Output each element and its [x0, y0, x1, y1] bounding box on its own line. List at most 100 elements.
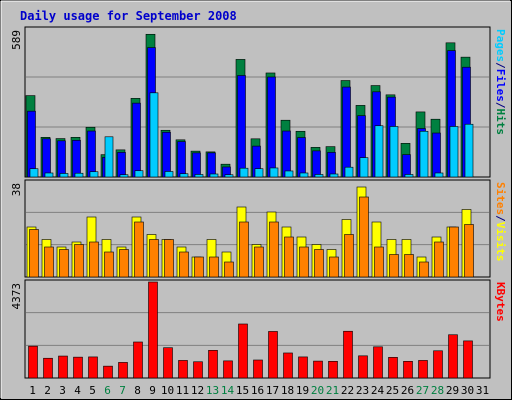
bar-pages-day-28 — [434, 172, 444, 178]
bar-kbytes-day-19 — [298, 356, 308, 379]
bar-pages-day-15 — [239, 167, 249, 178]
panel-top-max-label: 589 — [10, 30, 23, 50]
bar-sites-day-5 — [89, 241, 99, 278]
series-sites — [29, 196, 474, 278]
bar-files-day-5 — [87, 130, 96, 178]
bar-pages-day-4 — [74, 172, 84, 178]
bar-files-day-21 — [327, 152, 336, 178]
bar-kbytes-day-16 — [253, 359, 263, 379]
bar-kbytes-day-26 — [403, 361, 413, 379]
bar-sites-day-14 — [224, 261, 234, 278]
bar-kbytes-day-9 — [148, 281, 158, 379]
bar-kbytes-day-17 — [268, 331, 278, 379]
legend-bot-0: KBytes — [494, 282, 507, 322]
legend-mid-2: Visits — [494, 222, 507, 262]
bar-sites-day-9 — [149, 239, 159, 278]
legend-top-4: Hits — [494, 109, 507, 136]
bar-sites-day-8 — [134, 221, 144, 278]
bar-pages-day-30 — [464, 123, 474, 178]
bar-kbytes-day-4 — [73, 356, 83, 379]
bar-pages-day-16 — [254, 168, 264, 178]
bar-pages-day-24 — [374, 125, 384, 178]
bar-sites-day-10 — [164, 239, 174, 278]
x-tick-label-7: 7 — [119, 384, 126, 397]
bar-files-day-2 — [42, 138, 51, 178]
x-tick-label-8: 8 — [134, 384, 141, 397]
series-pages — [29, 92, 474, 178]
x-tick-label-26: 26 — [401, 384, 414, 397]
x-tick-label-27: 27 — [416, 384, 429, 397]
bar-sites-day-13 — [209, 256, 219, 278]
x-tick-label-14: 14 — [221, 384, 235, 397]
x-tick-label-13: 13 — [206, 384, 219, 397]
bar-files-day-15 — [237, 75, 246, 178]
bar-pages-day-12 — [194, 174, 204, 178]
x-tick-label-1: 1 — [29, 384, 36, 397]
bar-pages-day-13 — [209, 173, 219, 178]
x-tick-label-23: 23 — [356, 384, 369, 397]
bar-kbytes-day-22 — [343, 330, 353, 379]
bar-files-day-13 — [207, 152, 216, 178]
panel-bot: 4373 KBytes — [10, 279, 507, 379]
legend-top-3: / — [494, 102, 507, 109]
bar-kbytes-day-18 — [283, 352, 293, 379]
bar-kbytes-day-25 — [388, 357, 398, 379]
x-tick-label-12: 12 — [191, 384, 204, 397]
bar-files-day-8 — [132, 102, 141, 178]
bar-pages-day-7 — [119, 174, 129, 178]
bar-files-day-12 — [192, 152, 201, 178]
panel-mid: 38 Sites/Visits — [10, 179, 507, 278]
chart-title: Daily usage for September 2008 — [20, 9, 237, 23]
legend-top-1: / — [494, 62, 507, 69]
bar-kbytes-day-7 — [118, 362, 128, 379]
bar-kbytes-day-1 — [28, 345, 38, 379]
x-tick-label-6: 6 — [104, 384, 111, 397]
bar-sites-day-2 — [44, 246, 54, 278]
panel-top-legend: Pages/Files/Hits — [494, 29, 507, 135]
panel-mid-legend: Sites/Visits — [494, 182, 507, 262]
bar-files-day-3 — [57, 140, 66, 178]
x-tick-label-3: 3 — [59, 384, 66, 397]
bar-pages-day-1 — [29, 168, 39, 178]
bar-kbytes-day-12 — [193, 361, 203, 379]
bar-kbytes-day-14 — [223, 360, 233, 379]
bar-pages-day-6 — [104, 136, 114, 178]
bar-pages-day-9 — [149, 92, 159, 178]
bar-kbytes-day-24 — [373, 346, 383, 379]
x-tick-label-5: 5 — [89, 384, 96, 397]
panel-bot-legend: KBytes — [494, 282, 507, 322]
bar-pages-day-26 — [404, 174, 414, 178]
bar-pages-day-5 — [89, 171, 99, 178]
bar-pages-day-21 — [329, 173, 339, 178]
bar-pages-day-19 — [299, 172, 309, 178]
x-tick-label-20: 20 — [311, 384, 324, 397]
panel-top: 589 Pages/Files/Hits — [10, 26, 507, 178]
bar-files-day-7 — [117, 152, 126, 178]
bar-pages-day-14 — [224, 174, 234, 178]
bar-pages-day-2 — [44, 172, 54, 178]
bar-sites-day-24 — [374, 246, 384, 278]
bar-sites-day-16 — [254, 246, 264, 278]
bar-kbytes-day-2 — [43, 357, 53, 379]
bar-kbytes-day-28 — [433, 350, 443, 379]
bar-pages-day-3 — [59, 173, 69, 178]
x-tick-label-17: 17 — [266, 384, 279, 397]
x-tick-label-31: 31 — [476, 384, 489, 397]
legend-mid-1: / — [494, 215, 507, 222]
bar-kbytes-day-10 — [163, 347, 173, 379]
bar-kbytes-day-3 — [58, 355, 68, 379]
bar-files-day-11 — [177, 141, 186, 178]
bar-pages-day-17 — [269, 167, 279, 178]
bar-sites-day-20 — [314, 249, 324, 278]
bar-sites-day-11 — [179, 251, 189, 278]
bar-sites-day-26 — [404, 254, 414, 278]
x-tick-label-11: 11 — [176, 384, 189, 397]
x-tick-label-16: 16 — [251, 384, 264, 397]
x-tick-label-9: 9 — [149, 384, 156, 397]
bar-kbytes-day-11 — [178, 360, 188, 379]
bar-sites-day-1 — [29, 229, 39, 278]
bar-sites-day-17 — [269, 221, 279, 278]
x-tick-label-28: 28 — [431, 384, 444, 397]
bar-files-day-4 — [72, 140, 81, 178]
